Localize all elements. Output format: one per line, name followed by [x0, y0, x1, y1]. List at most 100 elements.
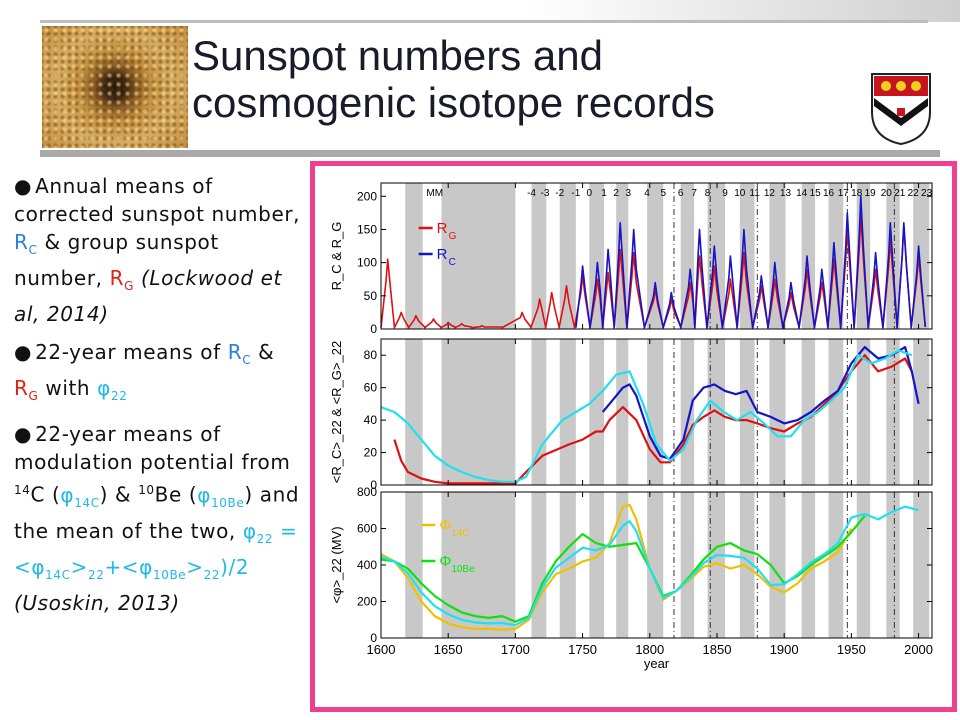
bullet-text: & group sunspot number,	[14, 230, 219, 290]
cycle-band	[559, 492, 576, 638]
cycle-number-label: 20	[881, 188, 893, 199]
slide-title: Sunspot numbers and cosmogenic isotope r…	[192, 32, 832, 126]
legend-label-sub: 10Be	[451, 564, 475, 575]
citation: (Lockwood et al, 2014)	[14, 266, 282, 326]
legend-label: R	[437, 220, 448, 237]
cycle-band	[589, 492, 605, 638]
cycle-band	[886, 492, 900, 638]
cycle-band	[739, 339, 755, 485]
cycle-band	[559, 339, 576, 485]
cycle-number-label: -3	[541, 188, 550, 199]
cycle-band	[647, 492, 664, 638]
cycle-band	[531, 339, 547, 485]
cycle-band	[441, 183, 516, 329]
bullet-text: 22-year means of modulation potential fr…	[14, 422, 291, 474]
sunspot-photo	[42, 26, 188, 148]
cycle-number-label: 12	[764, 188, 776, 199]
cycle-band	[739, 492, 755, 638]
x-axis-label: year	[644, 656, 670, 671]
bullet-text: Annual means of corrected sunspot number…	[14, 174, 301, 226]
cycle-number-label: 3	[625, 188, 631, 199]
legend-label: Φ	[439, 553, 451, 570]
y-axis-label: <R_C>_22 & <R_G>_22	[329, 341, 344, 483]
x-tick-label: 1950	[837, 642, 866, 657]
y-tick-label: 100	[357, 256, 377, 270]
series-line-22	[380, 505, 919, 627]
legend-label-sub: C	[449, 257, 456, 268]
y-tick-label: 50	[364, 289, 378, 303]
bullet-list: ● Annual means of corrected sunspot numbe…	[14, 172, 304, 627]
symbol-phi22: φ22 = <φ14C>22+<φ10Be>22)/2	[14, 518, 298, 582]
cycle-number-label: -1	[571, 188, 580, 199]
cycle-number-label: -2	[555, 188, 564, 199]
x-tick-label: 1750	[568, 642, 597, 657]
cycle-band	[680, 492, 695, 638]
cycle-band	[441, 339, 516, 485]
y-tick-label: 200	[357, 595, 377, 609]
series-line-RG22	[393, 354, 913, 485]
cycle-band	[680, 339, 695, 485]
cycle-band	[769, 339, 786, 485]
cycle-band	[531, 183, 547, 329]
x-tick-label: 1700	[501, 642, 530, 657]
legend-label-sub: G	[449, 231, 457, 242]
cycle-band	[616, 492, 629, 638]
y-tick-label: 600	[357, 522, 377, 536]
symbol-rg: RG	[109, 266, 134, 293]
cycle-band	[616, 339, 629, 485]
cycle-band	[441, 492, 516, 638]
symbol-phi14c: φ14C	[60, 482, 100, 510]
cycle-number-label: 4	[644, 188, 650, 199]
series-line-14C	[380, 503, 853, 631]
series-line-RC22	[601, 346, 920, 461]
cycle-band	[886, 339, 900, 485]
cycle-band	[589, 339, 605, 485]
cycle-number-label: 5	[660, 188, 666, 199]
bullet-item-1: ● Annual means of corrected sunspot numbe…	[14, 172, 304, 328]
cycle-band	[801, 339, 816, 485]
panel-border	[380, 338, 933, 486]
title-line-2: cosmogenic isotope records	[192, 79, 715, 126]
cycle-band	[828, 339, 844, 485]
y-tick-label: 400	[357, 558, 377, 572]
cycle-number-label: 13	[780, 188, 792, 199]
series-line-22	[380, 349, 913, 483]
cycle-number-label: 16	[823, 188, 835, 199]
y-tick-label: 80	[364, 348, 378, 362]
cycle-band	[769, 492, 786, 638]
cycle-band	[405, 339, 423, 485]
y-axis-label: R_C & R_G	[329, 222, 344, 291]
cycle-band	[828, 183, 844, 329]
y-tick-label: 150	[357, 222, 377, 236]
x-tick-label: 1650	[434, 642, 463, 657]
cycle-number-label: 8	[705, 188, 711, 199]
x-tick-label: 1800	[635, 642, 664, 657]
cycle-number-label: 10	[734, 188, 746, 199]
cycle-number-label: 11	[749, 188, 760, 199]
bullet-dot-icon: ●	[14, 422, 33, 446]
bullet-item-2: ● 22-year means of RC & RG with φ22	[14, 340, 275, 403]
cycle-number-label: MM	[426, 188, 443, 199]
legend-label-sub: 14C	[451, 528, 469, 539]
bullet-text: 22-year means of	[35, 340, 228, 364]
legend-label: R	[437, 246, 448, 263]
y-tick-label: 800	[357, 485, 377, 499]
x-tick-label: 1600	[367, 642, 396, 657]
x-tick-label: 1850	[703, 642, 732, 657]
cycle-band	[680, 183, 695, 329]
bullet-dot-icon: ●	[14, 340, 33, 364]
cycle-number-label: 1	[601, 188, 607, 199]
bullet-item-3: ● 22-year means of modulation potential f…	[14, 422, 300, 615]
symbol-phi22: φ22	[97, 376, 128, 403]
legend-label: Φ	[439, 517, 451, 534]
bullet-dot-icon: ●	[14, 174, 33, 198]
y-tick-label: 60	[364, 381, 378, 395]
cycle-band	[405, 492, 423, 638]
y-tick-label: 20	[364, 446, 378, 460]
cycle-band	[913, 492, 930, 638]
cycle-number-label: 6	[678, 188, 684, 199]
cycle-band	[739, 183, 755, 329]
y-axis-label: <φ>_22 (MV)	[329, 526, 344, 603]
cycle-band	[647, 183, 664, 329]
